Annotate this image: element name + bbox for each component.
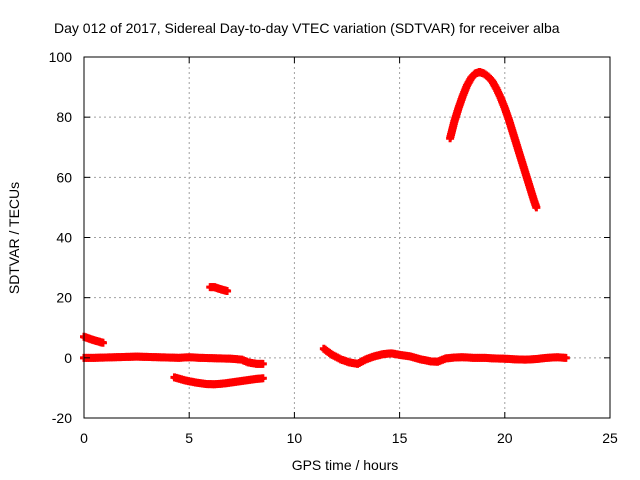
y-tick-label: 100 [49,49,73,65]
y-tick-label: 60 [56,169,72,185]
chart-title: Day 012 of 2017, Sidereal Day-to-day VTE… [54,20,560,36]
x-tick-label: 0 [80,430,88,446]
y-axis-label: SDTVAR / TECUs [6,182,22,294]
data-point [258,374,267,383]
data-point [258,359,267,368]
y-tick-label: 20 [56,290,72,306]
y-tick-label: 0 [64,350,72,366]
x-tick-label: 5 [185,430,193,446]
data-point [223,287,232,296]
data-point [98,338,107,347]
y-tick-label: -20 [52,410,72,426]
data-point [532,203,541,212]
series-baseline-late [319,344,570,368]
x-tick-label: 20 [497,430,513,446]
x-axis-label: GPS time / hours [292,457,399,473]
axis-ticks: 0 5 10 15 20 25 -20 0 20 40 60 80 100 [49,49,618,446]
data-point [561,353,570,362]
series-short-segment [206,283,232,296]
series-baseline-early [80,352,267,368]
x-tick-label: 15 [392,430,408,446]
x-tick-label: 10 [287,430,303,446]
data-series [80,68,570,389]
series-negative-arc [170,373,267,389]
series-peak-arc [446,68,541,212]
y-tick-label: 80 [56,109,72,125]
x-tick-label: 25 [602,430,618,446]
y-tick-label: 40 [56,230,72,246]
